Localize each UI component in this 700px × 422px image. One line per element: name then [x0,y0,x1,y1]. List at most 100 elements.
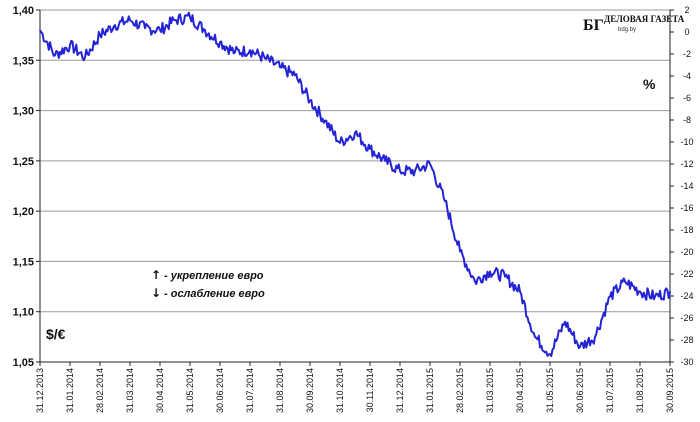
x-tick-label: 31.05.2014 [185,368,195,413]
logo-mark: БГ [583,17,604,34]
data-point [189,16,191,18]
data-point [534,336,536,338]
data-point [474,280,476,283]
right-tick-label: -10 [680,137,693,147]
x-tick-label: 31.01.2014 [65,368,75,413]
data-point [249,49,251,51]
data-point [564,321,566,323]
x-tick-label: 31.03.2014 [125,368,135,413]
right-tick-label: -12 [680,159,693,169]
data-point [339,142,341,144]
data-point [264,57,266,60]
series-layer [39,11,671,358]
data-point [324,119,326,122]
x-tick-label: 31.05.2015 [545,368,555,413]
x-tick-label: 30.09.2015 [665,368,675,413]
x-tick-label: 31.08.2015 [635,368,645,413]
right-tick-label: -24 [680,291,693,301]
legend-down-label: - ослабление евро [164,288,265,300]
x-tick-label: 31.08.2014 [275,368,285,413]
axes [39,10,671,363]
data-point [609,295,611,298]
data-point [654,295,656,298]
right-tick-label: -8 [683,115,691,125]
data-point [159,29,161,31]
x-tick-label: 31.07.2014 [245,368,255,413]
publisher-logo: БГ ДЕЛОВАЯ ГАЗЕТА bdg.by [583,14,685,34]
data-point [219,41,221,43]
data-point [114,24,116,26]
legend: ↑ - укрепление евро ↓ - ослабление евро [151,268,265,300]
right-tick-label: -18 [680,225,693,235]
data-point [84,56,86,59]
x-axis-ticks: 31.12.2013 31.01.2014 28.02.2014 31.03.2014… [35,362,675,413]
data-point [174,19,176,21]
data-point [279,66,281,69]
x-tick-label: 30.04.2015 [515,368,525,413]
data-point [429,163,431,165]
data-point [414,170,416,172]
data-point [519,290,521,293]
data-point [294,74,296,77]
right-tick-label: -20 [680,247,693,257]
data-point [39,29,41,31]
right-tick-label: -22 [680,269,693,279]
x-tick-label: 31.03.2015 [485,368,495,413]
right-tick-label: -28 [680,335,693,345]
x-tick-label: 31.12.2014 [395,368,405,413]
x-tick-label: 30.11.2014 [365,368,375,412]
left-tick-label: 1,20 [13,206,34,218]
data-point [204,29,206,31]
data-point [129,19,131,21]
data-point [504,275,506,278]
right-tick-label: -30 [680,357,693,367]
left-axis-ticks: 1,05 1,10 1,15 1,20 1,25 1,30 1,35 1,40 [13,5,40,369]
x-tick-label: 30.09.2014 [305,368,315,413]
left-tick-label: 1,25 [13,156,34,168]
left-tick-label: 1,10 [13,307,34,319]
right-tick-label: 2 [684,5,689,15]
right-tick-label: -2 [683,49,691,59]
data-point [579,346,581,348]
data-point [489,270,491,273]
logo-subtitle: bdg.by [618,27,636,33]
left-axis-unit: $/€ [46,326,66,342]
right-tick-label: -26 [680,313,693,323]
right-tick-label: -14 [680,181,693,191]
series-line [39,11,671,358]
right-axis-unit: % [643,76,656,92]
x-tick-label: 28.02.2015 [455,368,465,413]
data-point [354,131,356,134]
left-tick-label: 1,40 [13,5,34,17]
right-tick-label: -16 [680,203,693,213]
left-tick-label: 1,15 [13,256,34,268]
data-point [669,290,671,293]
right-axis-ticks: -30-28-26-24-22-20-18-16-14-12-10-8-6-4-… [670,5,694,367]
data-point [399,170,401,172]
x-tick-label: 31.01.2015 [425,368,435,413]
logo-title: ДЕЛОВАЯ ГАЗЕТА [604,14,685,24]
x-tick-label: 31.07.2015 [605,368,615,413]
legend-down-arrow: ↓ [151,286,161,300]
data-point [234,51,236,53]
right-tick-label: -4 [683,71,691,81]
left-tick-label: 1,30 [13,106,34,118]
data-point [54,54,56,57]
x-tick-label: 30.04.2014 [155,368,165,413]
data-point [144,27,146,29]
data-point [444,200,446,202]
grid-lines [40,9,670,363]
x-tick-label: 30.06.2014 [215,368,225,413]
legend-up-label: - укрепление евро [164,270,264,282]
left-tick-label: 1,35 [13,55,34,67]
x-tick-label: 31.12.2013 [35,368,45,413]
right-tick-label: 0 [684,27,689,37]
right-tick-label: -6 [683,93,691,103]
data-point [384,160,386,162]
data-point [99,34,101,36]
data-point [549,353,551,355]
x-tick-label: 31.10.2014 [335,368,345,413]
x-tick-label: 30.06.2015 [575,368,585,413]
